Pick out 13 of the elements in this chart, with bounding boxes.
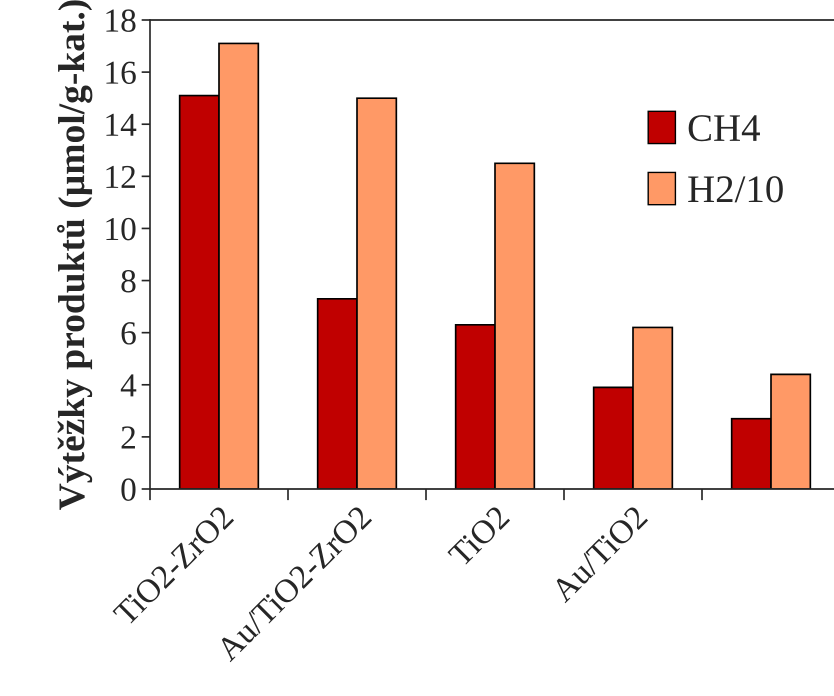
y-tick-label: 4 — [120, 374, 136, 396]
y-tick-label: 18 — [106, 9, 136, 32]
legend-label: H2/10 — [688, 176, 783, 202]
y-tick-label: 0 — [121, 478, 136, 501]
y-tick-label: 8 — [121, 270, 136, 292]
legend-label: CH4 — [688, 115, 760, 142]
y-tick-label: 2 — [122, 426, 135, 448]
y-tick-label: 6 — [122, 322, 136, 345]
y-tick-label: 10 — [106, 218, 136, 240]
y-tick-label: 12 — [106, 166, 135, 188]
y-tick-label: 14 — [106, 114, 136, 136]
y-tick-label: 16 — [106, 62, 136, 84]
y-axis-title: Výtěžky produktů (µmol/g-kat.) — [56, 0, 92, 510]
